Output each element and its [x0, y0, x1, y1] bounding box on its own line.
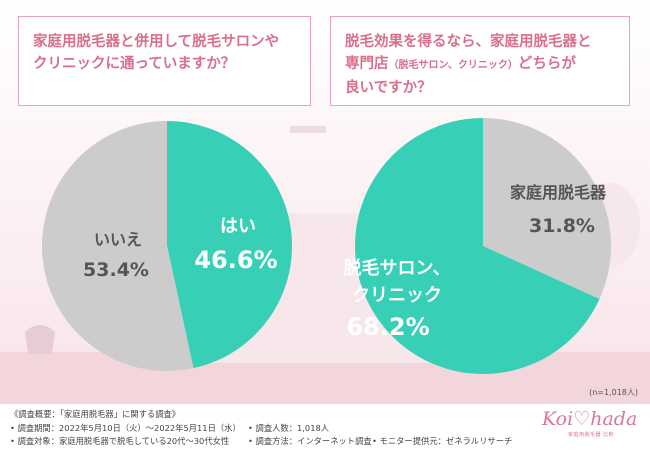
pie-1-label-1: はい: [220, 216, 256, 237]
survey-overview: 《調査概要：「家庭用脱毛器」に関する調査》: [10, 409, 181, 419]
pie-chart-1: はい 46.6% いいえ 53.4%: [42, 121, 293, 371]
question-2-line-2: 専門店（脱毛サロン、クリニック）どちらが: [345, 53, 615, 77]
pie-2-value-2: 68.2%: [346, 313, 429, 341]
question-box-1: 家庭用脱毛器と併用して脱毛サロンや クリニックに通っていますか？: [18, 16, 311, 106]
question-1-line-1: 家庭用脱毛器と併用して脱毛サロンや: [33, 34, 280, 50]
pie-1-label-2: いいえ: [94, 230, 142, 249]
survey-period: • 調査期間：2022年5月10日（火）〜2022年5月11日（水）: [10, 423, 241, 433]
question-2-line-3: 良いですか？: [345, 80, 432, 96]
pie-1-slice-1: [167, 121, 293, 369]
logo-subtitle: 家庭用脱毛器 比較: [568, 432, 615, 438]
pie-2-label-1: 家庭用脱毛器: [510, 183, 607, 202]
question-2-line-2b: （脱毛サロン、クリニック）: [388, 60, 518, 71]
survey-footer: 《調査概要：「家庭用脱毛器」に関する調査》 • 調査期間：2022年5月10日（…: [0, 404, 650, 450]
sample-size-note: (n=1,018人): [589, 388, 638, 397]
shelf-decor: [290, 126, 326, 133]
pie-chart-2: 家庭用脱毛器 31.8% 脱毛サロン、クリニック 68.2%: [344, 117, 611, 375]
survey-provider: • モニター提供元：ゼネラルリサーチ: [372, 436, 513, 446]
pie-2-slice-1: [483, 118, 611, 300]
survey-method: • 調査方法：インターネット調査: [248, 436, 372, 446]
pie-1-slice-2: [42, 121, 194, 371]
question-1-line-2: クリニックに通っていますか？: [33, 56, 236, 72]
pie-2-label-2-line-2: クリニック: [352, 285, 442, 306]
question-box-2: 脱毛効果を得るなら、家庭用脱毛器と 専門店（脱毛サロン、クリニック）どちらが 良…: [330, 16, 630, 106]
koihada-logo: Koi♡hada 家庭用脱毛器 比較: [542, 408, 637, 438]
pie-2-label-2-line-1: 脱毛サロン、: [344, 257, 451, 279]
question-2-line-2c: どちらが: [517, 56, 576, 72]
pie-2-slice-2: [354, 117, 600, 375]
survey-target: • 調査対象：家庭用脱毛器で脱毛している20代〜30代女性: [10, 436, 230, 446]
pot-decor: [25, 325, 55, 354]
pie-1-value-1: 46.6%: [194, 246, 277, 274]
pie-2-value-1: 31.8%: [529, 215, 595, 237]
question-2-line-2a: 専門店: [345, 56, 389, 72]
logo-name: Koi♡hada: [542, 408, 638, 430]
question-2-line-1: 脱毛効果を得るなら、家庭用脱毛器と: [345, 34, 592, 50]
survey-count: • 調査人数：1,018人: [248, 423, 330, 433]
pie-1-value-2: 53.4%: [83, 259, 149, 281]
